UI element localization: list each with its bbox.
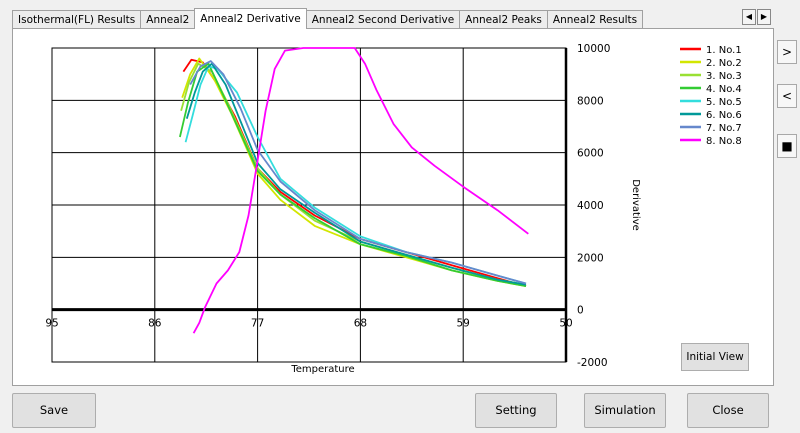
x-tick-label: 50	[559, 318, 572, 330]
initial-view-button[interactable]: Initial View	[681, 343, 749, 371]
x-tick-label: 86	[148, 318, 162, 330]
tab-anneal2-second-derivative[interactable]: Anneal2 Second Derivative	[305, 10, 461, 29]
tab-anneal2[interactable]: Anneal2	[140, 10, 196, 29]
tab-scroll-right-button[interactable]: ▶	[757, 9, 771, 25]
square-icon: ■	[781, 139, 793, 153]
x-tick-label: 59	[457, 318, 470, 330]
tab-anneal2-peaks[interactable]: Anneal2 Peaks	[459, 10, 548, 29]
x-tick-label: 68	[354, 318, 367, 330]
side-left-button[interactable]: <	[777, 84, 797, 108]
triangle-right-icon: ▶	[760, 12, 768, 21]
y-axis-label: Derivative	[630, 179, 641, 231]
y-tick-label: -2000	[577, 357, 608, 369]
legend-entry: 2. No.2	[706, 58, 742, 69]
legend-entry: 6. No.6	[706, 110, 742, 121]
legend-entry: 8. No.8	[706, 136, 742, 147]
y-tick-label: 6000	[577, 148, 604, 160]
series-line	[185, 62, 527, 286]
tab-scroll-left-button[interactable]: ◀	[742, 9, 756, 25]
side-right-button[interactable]: >	[777, 40, 797, 64]
legend-entry: 7. No.7	[706, 123, 742, 134]
derivative-chart: 95 86 77 68 59 50 10000 8000 6000 4000 2000 0 -2000 T…	[45, 43, 742, 375]
tab-isothermal-fl-results[interactable]: Isothermal(FL) Results	[12, 10, 142, 29]
legend-entry: 1. No.1	[706, 45, 742, 56]
y-tick-label: 8000	[577, 95, 604, 107]
x-axis-label: Temperature	[290, 364, 354, 375]
tab-strip: Isothermal(FL) Results Anneal2 Anneal2 Der…	[12, 8, 644, 29]
chevron-right-icon: >	[781, 45, 793, 59]
legend-entry: 4. No.4	[706, 84, 742, 95]
y-tick-label: 2000	[577, 252, 604, 264]
y-tick-label: 4000	[577, 200, 604, 212]
chart-panel: 95 86 77 68 59 50 10000 8000 6000 4000 2000 0 -2000 T…	[12, 28, 774, 386]
y-tick-label: 0	[577, 305, 584, 317]
legend-entry: 3. No.3	[706, 71, 742, 82]
y-tick-label: 10000	[577, 43, 610, 55]
save-button[interactable]: Save	[12, 393, 96, 428]
side-square-button[interactable]: ■	[777, 134, 797, 158]
x-tick-label: 77	[251, 318, 264, 330]
simulation-button[interactable]: Simulation	[584, 393, 666, 428]
tab-anneal2-derivative[interactable]: Anneal2 Derivative	[194, 8, 307, 29]
setting-button[interactable]: Setting	[475, 393, 557, 428]
legend-entry: 5. No.5	[706, 97, 742, 108]
tab-anneal2-results[interactable]: Anneal2 Results	[546, 10, 644, 29]
x-tick-label: 95	[45, 318, 58, 330]
triangle-left-icon: ◀	[745, 12, 753, 21]
close-button[interactable]: Close	[687, 393, 769, 428]
series-line	[189, 60, 527, 285]
series-line	[192, 47, 529, 334]
chevron-left-icon: <	[781, 89, 793, 103]
